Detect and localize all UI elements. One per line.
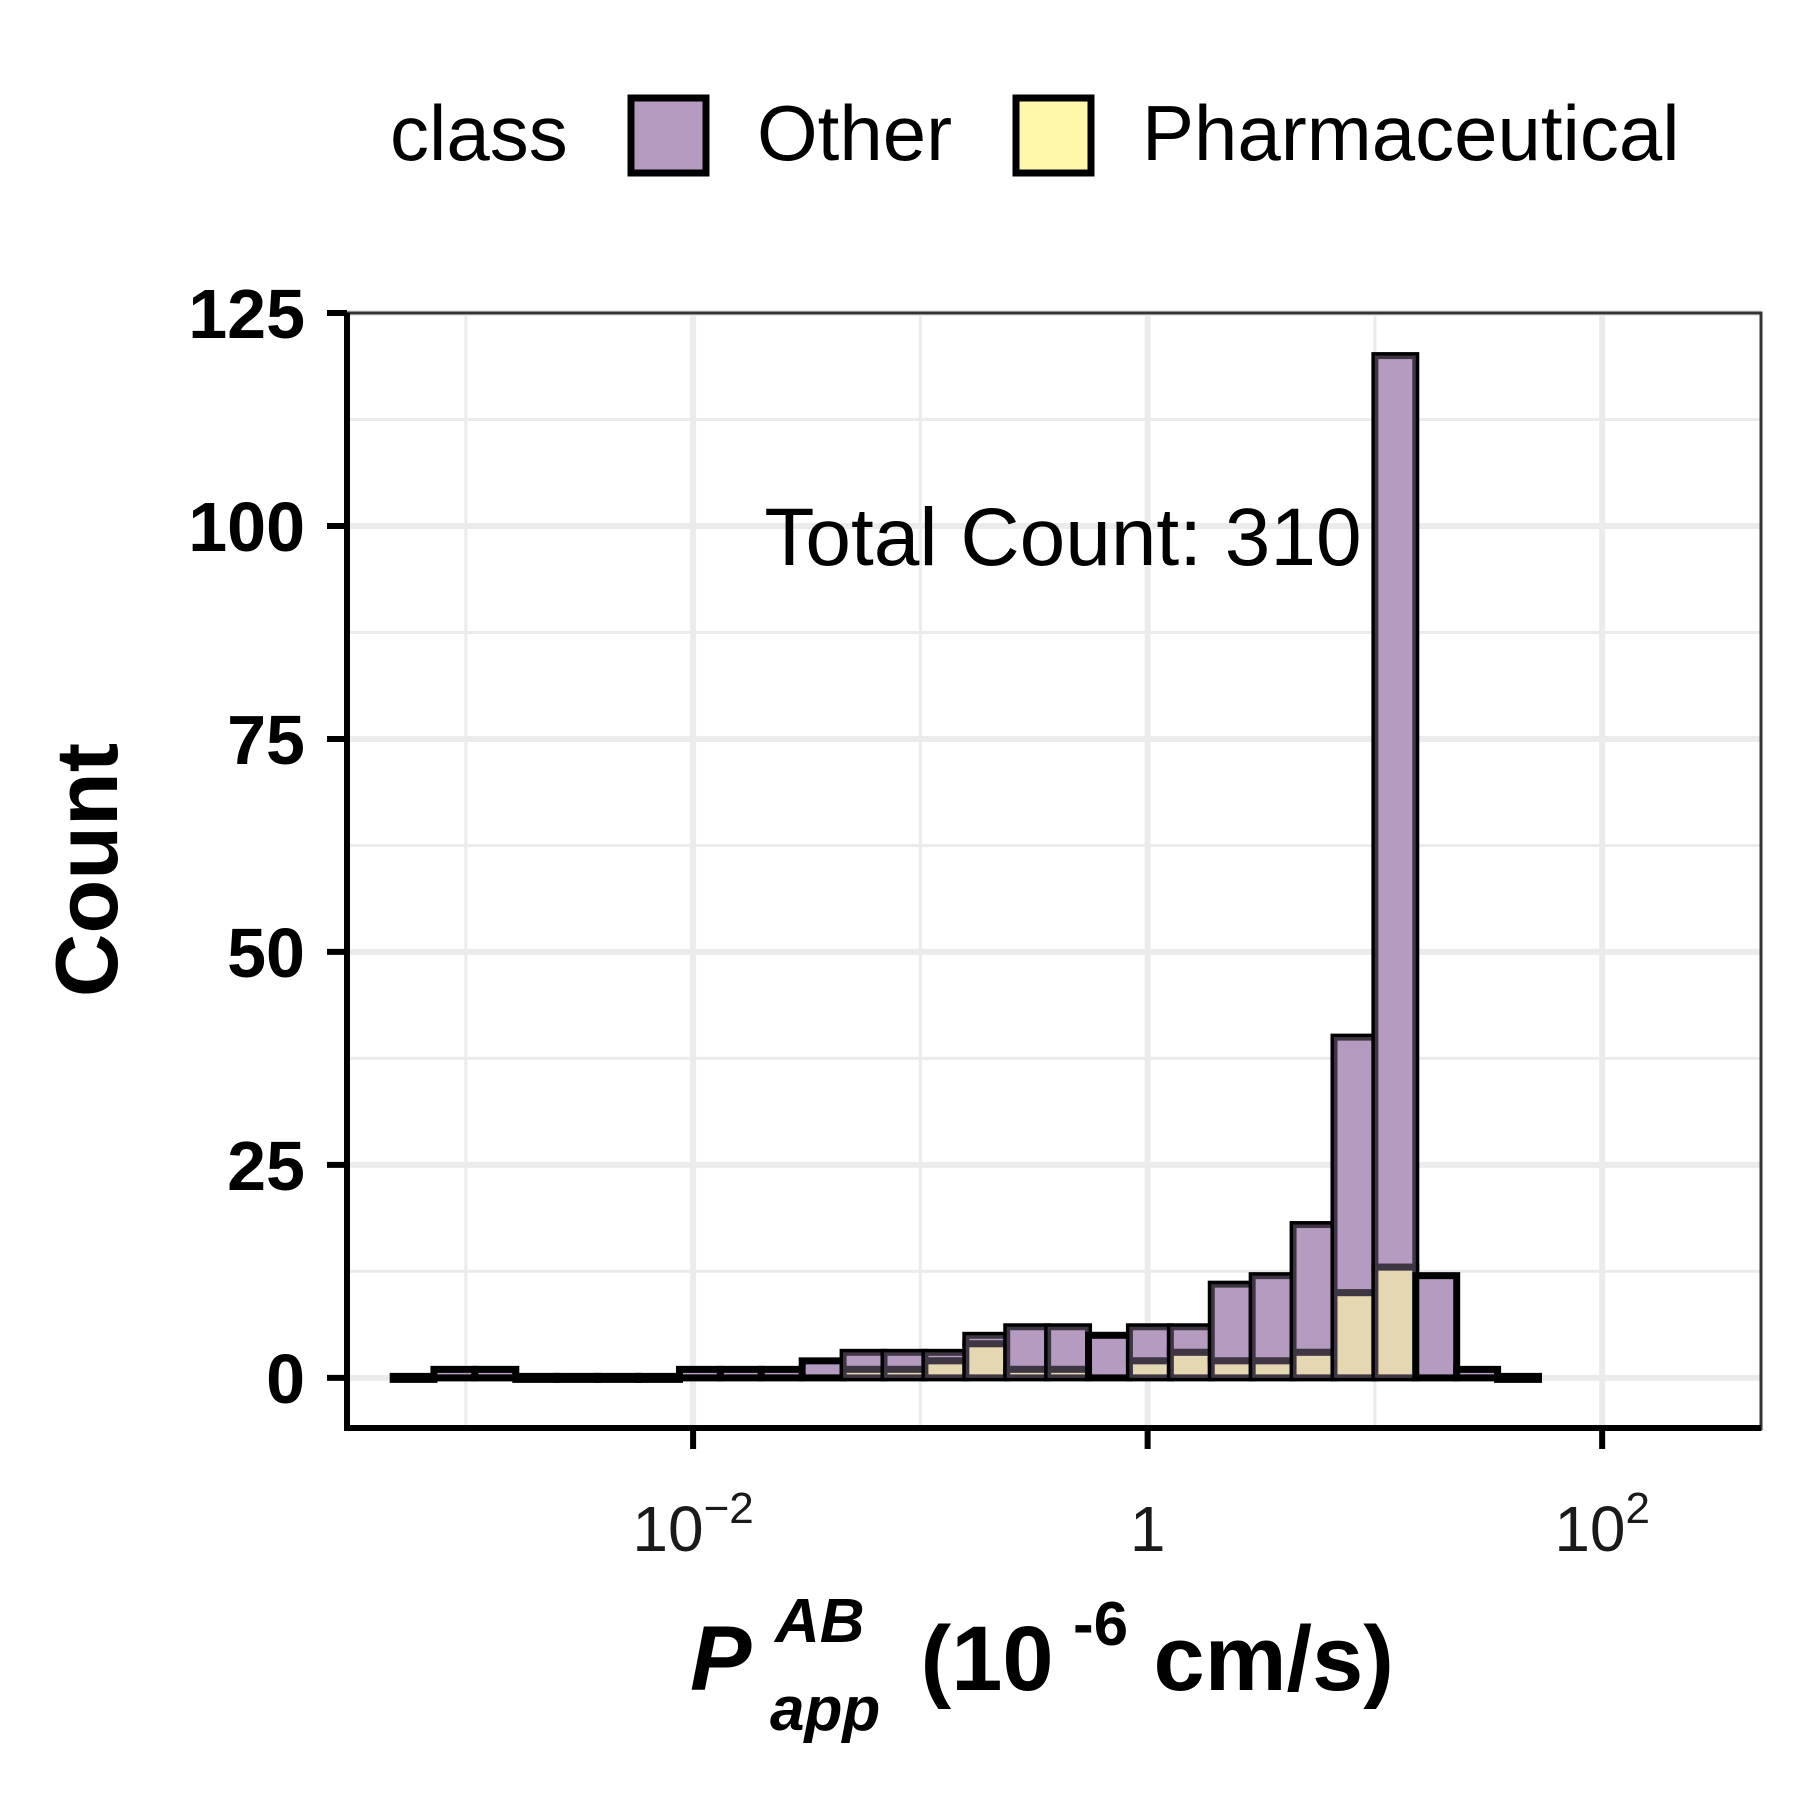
bar-pharmaceutical (1289, 1348, 1338, 1382)
bar-overlay (475, 1369, 516, 1378)
bar-overlay (1129, 1326, 1171, 1378)
legend: class Other Pharmaceutical (390, 89, 1680, 177)
y-axis-title: Count (37, 743, 136, 997)
bar-overlay (1170, 1326, 1212, 1378)
bar-overlay (924, 1352, 966, 1378)
y-tick-label: 25 (227, 1127, 305, 1205)
bar-overlay (965, 1335, 1007, 1378)
bar-overlay (883, 1352, 925, 1378)
bar-overlay (1006, 1326, 1048, 1378)
x-axis-title-unit-suffix: cm/s) (1128, 1608, 1394, 1710)
y-tick-label: 125 (188, 275, 305, 353)
x-axis-ticks: 10−2 1 102 (632, 1429, 1650, 1565)
legend-swatch-other (627, 94, 710, 177)
legend-label-pharmaceutical: Pharmaceutical (1142, 89, 1680, 177)
y-tick-label: 50 (227, 914, 305, 992)
bar-overlay (761, 1369, 802, 1378)
x-axis-title: P AB app (10 -6 cm/s) (690, 1587, 1394, 1744)
x-axis-title-unit-exponent: -6 (1073, 1590, 1128, 1659)
x-tick-label: 1 (1130, 1493, 1166, 1565)
bars (389, 352, 1543, 1383)
bar-overlay (1293, 1224, 1334, 1378)
bar-empty (594, 1372, 643, 1383)
x-tick-label: 102 (1554, 1484, 1650, 1565)
bar-overlay (843, 1352, 884, 1378)
bar-overlay (1089, 1335, 1130, 1378)
bar-other (1371, 352, 1420, 1271)
bar-empty (389, 1372, 438, 1383)
bar-overlay (1252, 1275, 1294, 1378)
x-tick-label: 10−2 (632, 1484, 753, 1565)
bar-other (1412, 1272, 1461, 1382)
legend-title: class (390, 89, 568, 177)
bar-overlay (802, 1361, 843, 1378)
y-tick-label: 75 (227, 701, 305, 779)
bar-empty (1494, 1372, 1543, 1383)
bar-overlay (1211, 1284, 1253, 1378)
y-tick-label: 0 (266, 1340, 305, 1418)
x-axis-title-subscript: app (770, 1675, 880, 1744)
x-axis-title-unit-prefix: (10 (895, 1608, 1054, 1710)
bar-pharmaceutical (1166, 1348, 1215, 1382)
bar-empty (553, 1372, 602, 1383)
x-axis-title-symbol: P (690, 1608, 752, 1710)
bar-overlay (720, 1369, 761, 1378)
total-count-annotation: Total Count: 310 (764, 492, 1361, 583)
legend-swatch-pharmaceutical (1012, 94, 1095, 177)
bar-overlay (1416, 1276, 1457, 1378)
legend-label-other: Other (757, 89, 952, 177)
bar-overlay (679, 1369, 720, 1378)
x-axis-title-superscript: AB (773, 1587, 865, 1656)
bar-overlay (1333, 1037, 1375, 1378)
bar-overlay (1047, 1326, 1089, 1378)
bar-pharmaceutical (1371, 1263, 1420, 1382)
bar-overlay (434, 1369, 475, 1378)
plot-background (347, 313, 1761, 1429)
bar-overlay (1374, 355, 1416, 1378)
bar-empty (512, 1372, 561, 1383)
bar-overlay (1457, 1369, 1498, 1378)
y-tick-label: 100 (188, 488, 305, 566)
bar-empty (635, 1372, 683, 1383)
y-axis-ticks: 0 25 50 75 100 125 (188, 275, 347, 1418)
